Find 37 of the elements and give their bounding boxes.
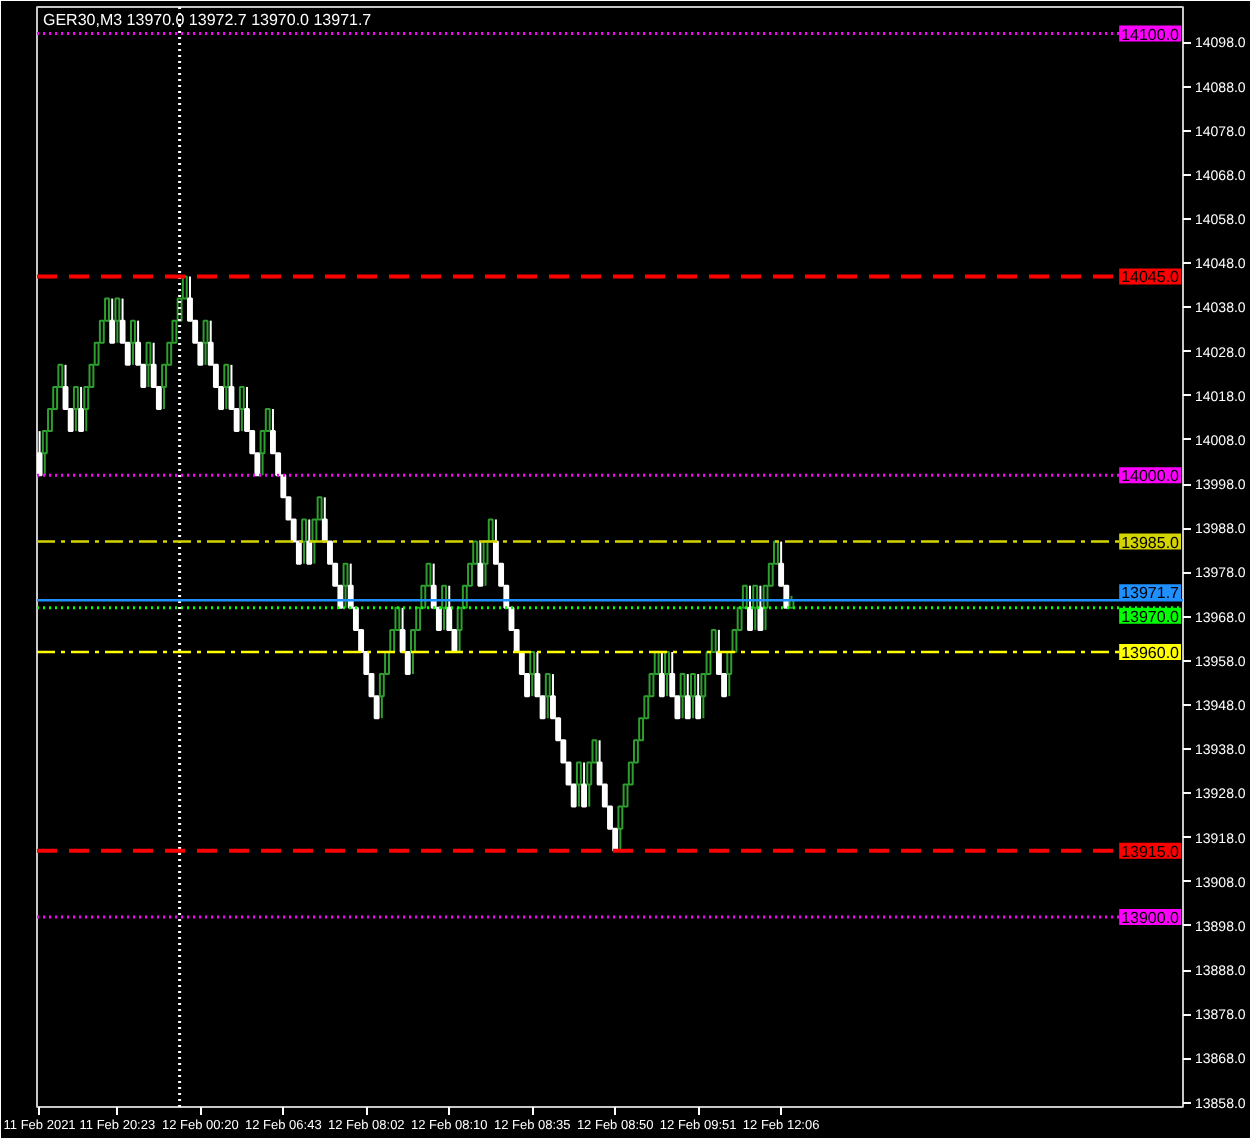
candlestick xyxy=(710,628,717,653)
candlestick xyxy=(114,297,121,344)
candlestick xyxy=(129,319,136,366)
ref-line-label: 13971.7 xyxy=(1121,584,1181,603)
ref-line-label: 13985.0 xyxy=(1121,533,1181,552)
ref-line-label: 13970.0 xyxy=(1121,607,1181,626)
ref-line-label: 14045.0 xyxy=(1121,268,1181,287)
candlestick xyxy=(78,385,85,433)
candlestick xyxy=(306,518,313,565)
candlestick xyxy=(684,673,691,720)
candlestick xyxy=(752,584,759,631)
candlestick xyxy=(690,673,696,720)
candlestick xyxy=(575,761,582,808)
candlestick xyxy=(301,518,307,565)
candlestick xyxy=(679,673,686,720)
candlestick xyxy=(109,297,116,344)
chart-title: GER30,M3 13970.0 13972.7 13970.0 13971.7 xyxy=(43,11,373,29)
candlestick xyxy=(72,385,79,433)
ref-line-label: 14000.0 xyxy=(1121,467,1181,486)
candlestick xyxy=(664,650,670,698)
candlestick xyxy=(695,673,702,720)
candlestick xyxy=(726,650,733,698)
candlestick xyxy=(581,761,588,808)
ref-line-label: 13915.0 xyxy=(1121,842,1181,861)
candlestick xyxy=(747,584,753,631)
candlestick xyxy=(544,673,551,720)
ref-line-label: 13900.0 xyxy=(1121,909,1181,928)
candlestick xyxy=(658,650,665,698)
candlestick xyxy=(238,385,245,433)
ref-line-label: 13960.0 xyxy=(1121,643,1181,662)
candlestick xyxy=(529,650,536,698)
candlestick xyxy=(757,584,764,631)
candlestick xyxy=(441,584,448,631)
candlestick xyxy=(477,540,484,587)
candlestick xyxy=(223,363,230,411)
ref-line-label: 14100.0 xyxy=(1121,25,1181,44)
candlestick xyxy=(37,430,43,477)
